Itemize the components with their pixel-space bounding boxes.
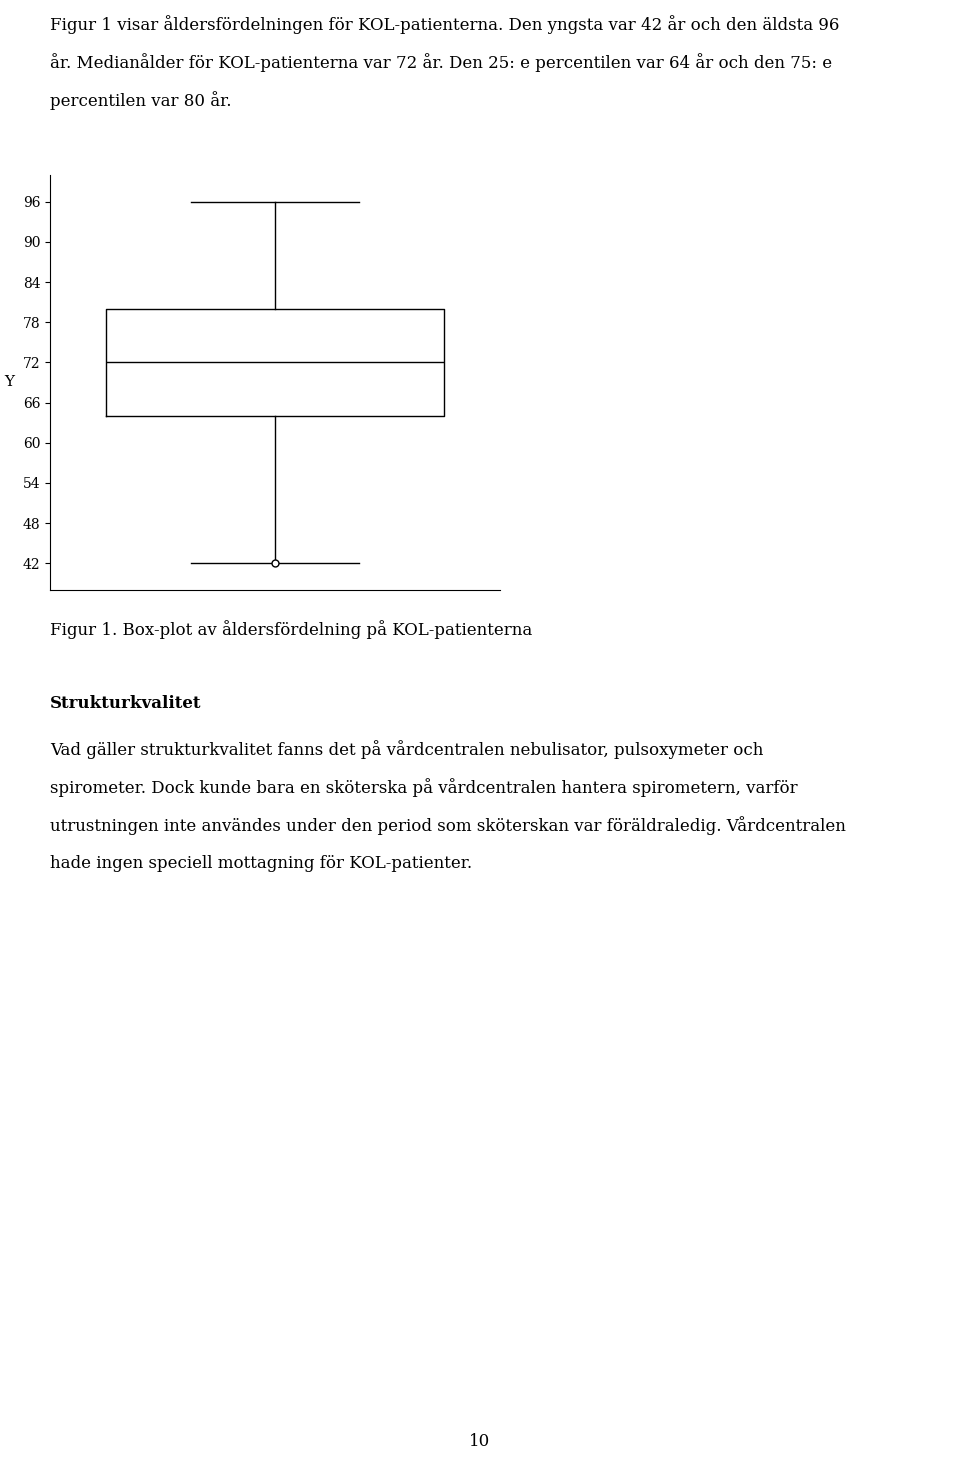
Text: hade ingen speciell mottagning för KOL-patienter.: hade ingen speciell mottagning för KOL-p… [50,855,472,872]
Text: percentilen var 80 år.: percentilen var 80 år. [50,91,231,110]
Text: 10: 10 [469,1433,491,1450]
Y-axis label: Y: Y [4,375,13,390]
Text: spirometer. Dock kunde bara en sköterska på vårdcentralen hantera spirometern, v: spirometer. Dock kunde bara en sköterska… [50,778,798,797]
Text: Vad gäller strukturkvalitet fanns det på vårdcentralen nebulisator, pulsoxymeter: Vad gäller strukturkvalitet fanns det på… [50,740,763,759]
Text: Figur 1 visar åldersfördelningen för KOL-patienterna. Den yngsta var 42 år och d: Figur 1 visar åldersfördelningen för KOL… [50,15,839,34]
Text: Strukturkvalitet: Strukturkvalitet [50,694,202,712]
Text: år. Medianålder för KOL-patienterna var 72 år. Den 25: e percentilen var 64 år o: år. Medianålder för KOL-patienterna var … [50,53,832,72]
Text: utrustningen inte användes under den period som sköterskan var föräldraledig. Vå: utrustningen inte användes under den per… [50,816,846,836]
Text: Figur 1. Box-plot av åldersfördelning på KOL-patienterna: Figur 1. Box-plot av åldersfördelning på… [50,619,532,638]
